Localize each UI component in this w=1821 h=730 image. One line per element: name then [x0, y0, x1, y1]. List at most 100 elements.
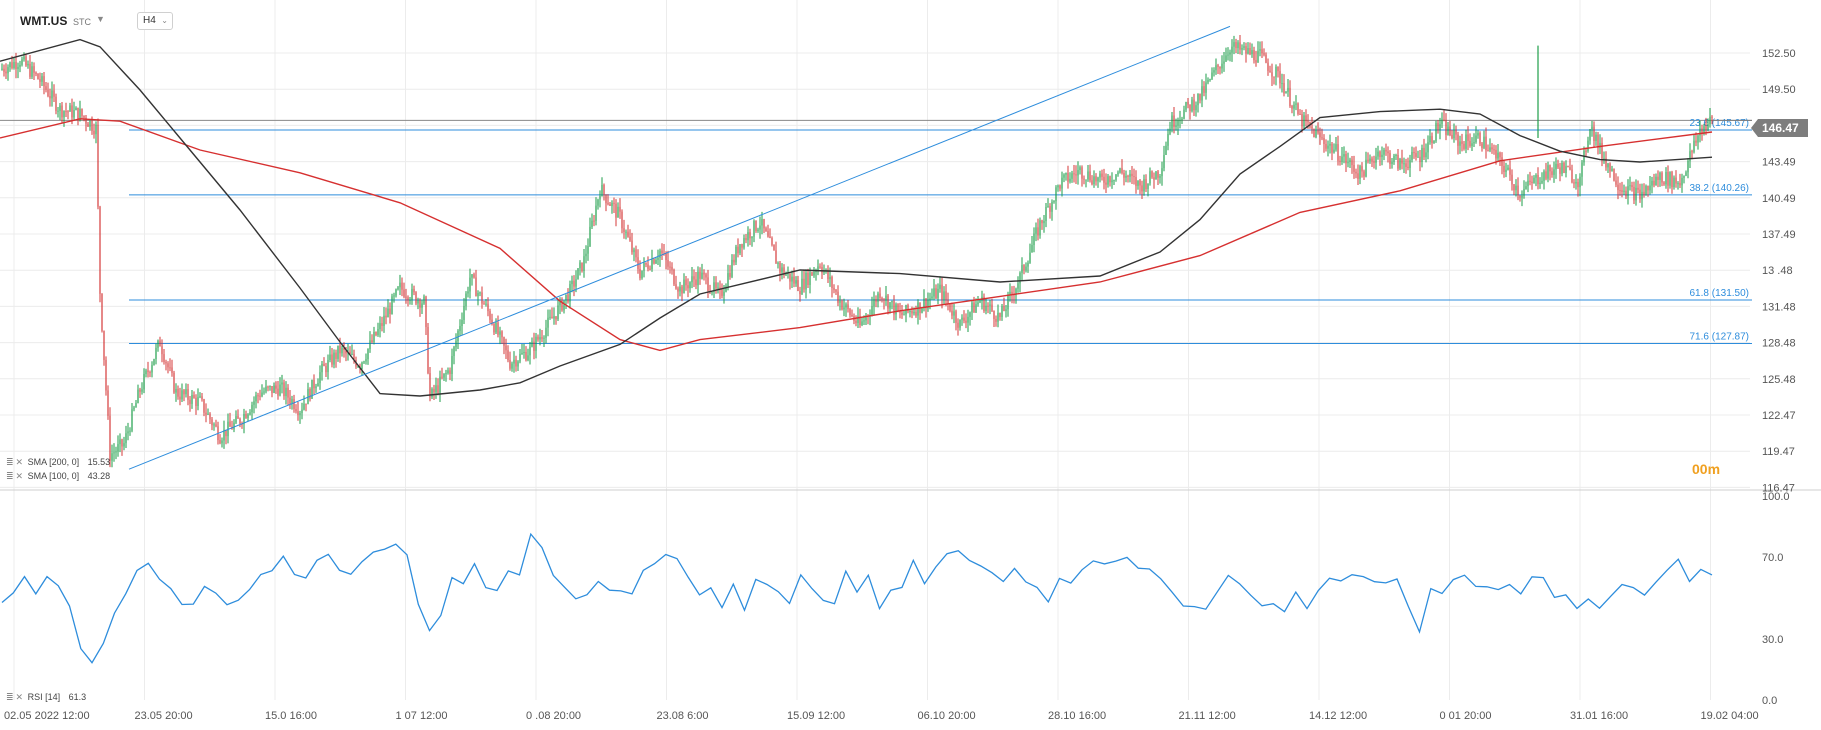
candle-body	[261, 392, 263, 397]
candle-body	[1479, 133, 1481, 144]
candle-body	[149, 372, 151, 374]
date-tick-label: 19.02 04:00	[1701, 710, 1759, 722]
fibonacci-levels: 23.6 (145.67) 38.2 (140.26) 61.8 (131.50) 7…	[0, 118, 1752, 345]
candle-body	[941, 284, 943, 300]
candle-body	[673, 269, 675, 285]
candle-body	[1151, 171, 1153, 178]
candle-body	[1527, 180, 1529, 187]
timeframe-select[interactable]: H4 ⌄	[137, 12, 173, 30]
candle-body	[1303, 115, 1305, 127]
candle-body	[825, 269, 827, 271]
candle-body	[579, 262, 581, 269]
candle-body	[1587, 140, 1589, 151]
candle-body	[1413, 151, 1415, 154]
candle-body	[1349, 159, 1351, 163]
candle-body	[1181, 118, 1183, 121]
candle-body	[969, 312, 971, 317]
close-icon[interactable]: ✕	[15, 457, 24, 467]
candle-body	[1231, 46, 1233, 53]
candle-body	[381, 323, 383, 326]
candle-body	[263, 391, 265, 393]
candle-body	[287, 387, 289, 398]
candle-body	[1237, 42, 1239, 49]
chevron-down-icon[interactable]: ▼	[96, 14, 105, 24]
candle-body	[1477, 133, 1479, 136]
candle-body	[1601, 142, 1603, 159]
candle-body	[555, 316, 557, 320]
candle-body	[283, 382, 285, 397]
candle-body	[361, 362, 363, 369]
candle-body	[997, 312, 999, 322]
candle-body	[1451, 134, 1453, 139]
candle-body	[199, 396, 201, 398]
candle-body	[273, 385, 275, 393]
candle-body	[1695, 140, 1697, 143]
candle-body	[1589, 129, 1591, 141]
close-icon[interactable]: ✕	[15, 692, 24, 702]
sma200-legend-value: 15.53	[87, 457, 111, 467]
candle-body	[859, 316, 861, 326]
candle-body	[1543, 171, 1545, 181]
candle-body	[1213, 70, 1215, 73]
candle-body	[1701, 128, 1703, 134]
rsi-legend[interactable]: ≣ ✕ RSI [14] 61.3	[6, 692, 86, 703]
list-icon[interactable]: ≣	[6, 471, 14, 481]
candle-body	[147, 370, 149, 373]
candle-body	[1123, 172, 1125, 178]
candle-body	[723, 291, 725, 296]
candle-body	[1187, 101, 1189, 105]
candle-body	[1271, 72, 1273, 77]
candle-body	[861, 321, 863, 326]
candle-body	[617, 206, 619, 218]
candle-body	[1, 68, 3, 70]
candle-body	[105, 359, 107, 391]
candle-body	[1025, 266, 1027, 271]
candle-body	[1559, 167, 1561, 174]
candle-body	[1115, 174, 1117, 180]
candle-body	[1455, 129, 1457, 135]
candle-body	[687, 285, 689, 289]
candle-body	[185, 389, 187, 395]
candle-body	[1427, 142, 1429, 153]
candle-body	[291, 399, 293, 404]
candle-body	[1281, 83, 1283, 85]
trend-channel-line[interactable]	[128, 25, 1231, 470]
sma200-legend[interactable]: ≣ ✕ SMA [200, 0] 15.53	[6, 457, 110, 468]
close-icon[interactable]: ✕	[15, 471, 24, 481]
candle-body	[665, 253, 667, 260]
sma100-legend[interactable]: ≣ ✕ SMA [100, 0] 43.28	[6, 471, 110, 482]
candle-body	[1321, 137, 1323, 139]
candle-body	[749, 232, 751, 239]
candle-body	[839, 300, 841, 303]
candle-body	[1039, 220, 1041, 236]
candle-body	[1003, 306, 1005, 311]
price-tick-label: 116.47	[1762, 482, 1795, 494]
candle-body	[1199, 93, 1201, 101]
candlestick-series	[1, 34, 1713, 468]
list-icon[interactable]: ≣	[6, 457, 14, 467]
candle-body	[511, 363, 513, 369]
candle-body	[1215, 65, 1217, 71]
candle-body	[917, 302, 919, 316]
candle-body	[1469, 140, 1471, 146]
candle-body	[357, 366, 359, 368]
candle-body	[747, 232, 749, 241]
candle-body	[1099, 173, 1101, 178]
candle-body	[1243, 46, 1245, 48]
candle-body	[1291, 106, 1293, 109]
candle-body	[1201, 86, 1203, 101]
candle-body	[391, 296, 393, 315]
candle-body	[1461, 141, 1463, 144]
list-icon[interactable]: ≣	[6, 692, 14, 702]
candle-body	[851, 315, 853, 317]
candle-body	[1647, 186, 1649, 191]
candle-body	[1383, 149, 1385, 155]
candle-body	[299, 413, 301, 415]
symbol-title[interactable]: WMT.US	[20, 14, 68, 28]
candle-body	[415, 292, 417, 304]
candle-body	[483, 303, 485, 305]
candle-body	[419, 300, 421, 308]
candle-body	[1381, 154, 1383, 158]
candle-body	[863, 320, 865, 322]
